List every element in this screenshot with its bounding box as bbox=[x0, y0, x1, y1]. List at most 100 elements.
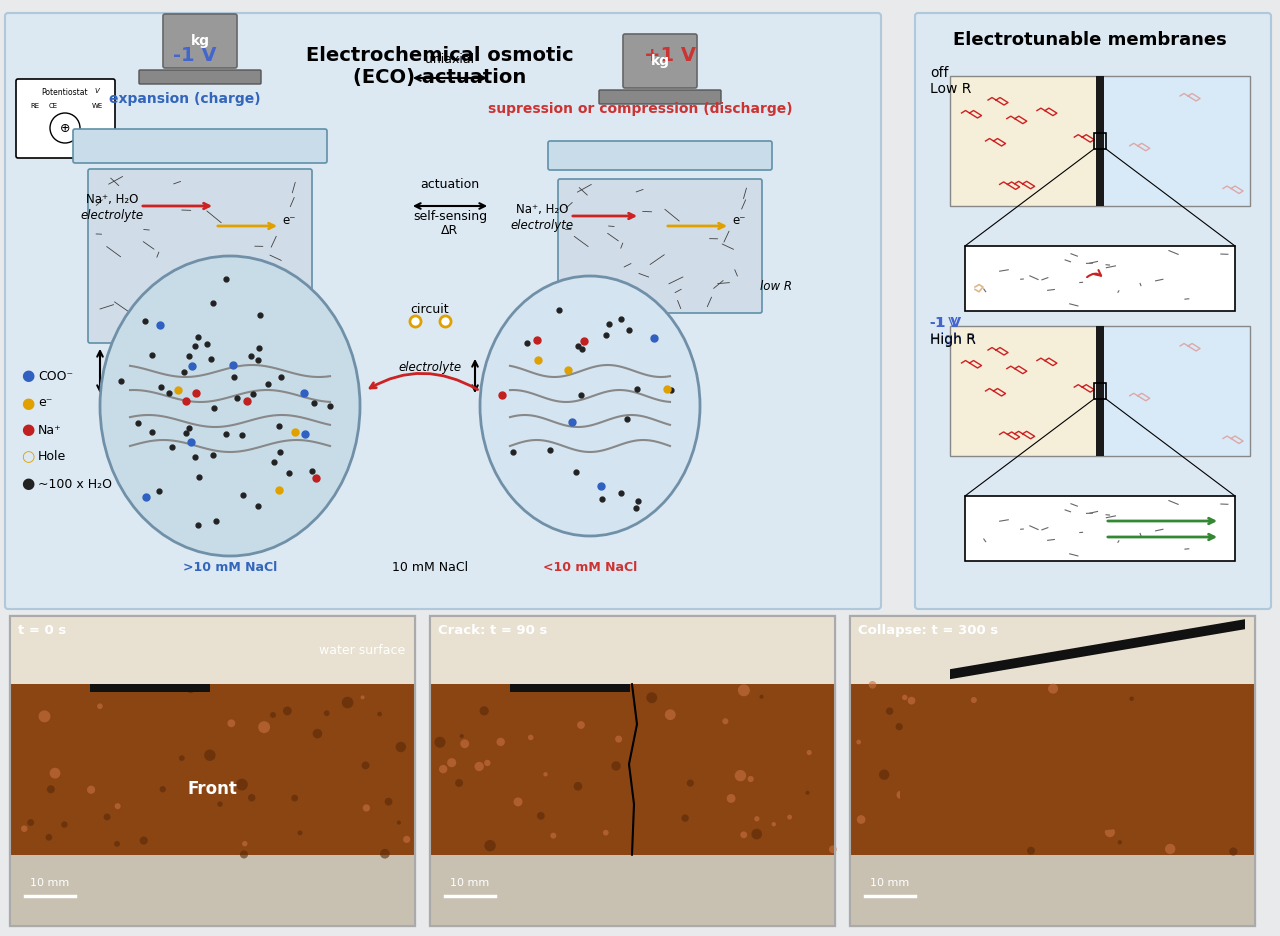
Circle shape bbox=[87, 785, 95, 794]
Text: WE: WE bbox=[91, 103, 102, 109]
Circle shape bbox=[616, 736, 622, 742]
Text: ●: ● bbox=[22, 396, 35, 411]
Circle shape bbox=[856, 739, 861, 744]
Circle shape bbox=[686, 780, 694, 786]
Circle shape bbox=[475, 762, 484, 771]
FancyBboxPatch shape bbox=[558, 179, 762, 313]
Circle shape bbox=[920, 826, 927, 832]
Circle shape bbox=[896, 723, 902, 730]
Bar bbox=[430, 684, 835, 855]
Text: high R: high R bbox=[220, 289, 257, 302]
Circle shape bbox=[361, 762, 370, 769]
Text: Crack: t = 90 s: Crack: t = 90 s bbox=[438, 624, 548, 637]
Text: low R: low R bbox=[760, 280, 792, 292]
Circle shape bbox=[324, 710, 330, 716]
Circle shape bbox=[461, 739, 470, 748]
Circle shape bbox=[378, 711, 381, 716]
Circle shape bbox=[114, 841, 120, 847]
Circle shape bbox=[527, 735, 534, 740]
Circle shape bbox=[342, 696, 353, 709]
Circle shape bbox=[913, 763, 919, 769]
Circle shape bbox=[292, 795, 298, 801]
Circle shape bbox=[1105, 827, 1115, 837]
Circle shape bbox=[239, 851, 248, 858]
Circle shape bbox=[447, 758, 456, 768]
Text: uniaxial: uniaxial bbox=[425, 53, 475, 66]
Circle shape bbox=[140, 837, 148, 844]
Bar bbox=[850, 616, 1254, 926]
Text: e⁻: e⁻ bbox=[282, 213, 296, 227]
Circle shape bbox=[681, 814, 689, 822]
Circle shape bbox=[484, 760, 490, 766]
Circle shape bbox=[1044, 799, 1052, 809]
Bar bbox=[430, 616, 835, 926]
Circle shape bbox=[439, 765, 448, 773]
Circle shape bbox=[737, 684, 750, 696]
Text: electrolyte: electrolyte bbox=[79, 210, 143, 223]
Text: off
Low R: off Low R bbox=[931, 66, 972, 96]
Circle shape bbox=[805, 791, 810, 795]
Circle shape bbox=[993, 763, 1004, 773]
Circle shape bbox=[806, 750, 812, 755]
Ellipse shape bbox=[100, 256, 360, 556]
Circle shape bbox=[50, 768, 60, 779]
Circle shape bbox=[397, 821, 401, 825]
Circle shape bbox=[1137, 799, 1143, 806]
Circle shape bbox=[1229, 847, 1238, 856]
Circle shape bbox=[573, 782, 582, 791]
Bar bbox=[965, 246, 1100, 311]
Circle shape bbox=[179, 755, 184, 761]
Bar bbox=[950, 76, 1100, 206]
Text: kg: kg bbox=[650, 54, 669, 68]
Circle shape bbox=[248, 794, 256, 801]
FancyBboxPatch shape bbox=[163, 14, 237, 68]
Bar bbox=[850, 855, 1254, 926]
Circle shape bbox=[385, 797, 393, 806]
Circle shape bbox=[722, 718, 728, 724]
Bar bbox=[950, 326, 1100, 456]
Circle shape bbox=[1048, 683, 1059, 694]
Text: e⁻: e⁻ bbox=[732, 213, 745, 227]
Circle shape bbox=[484, 840, 495, 852]
Bar bbox=[1094, 383, 1106, 399]
Circle shape bbox=[47, 785, 55, 794]
Text: RE: RE bbox=[31, 103, 40, 109]
Text: actuation: actuation bbox=[420, 178, 480, 191]
Text: 10 mm: 10 mm bbox=[31, 878, 69, 888]
Bar bbox=[965, 496, 1235, 561]
Bar bbox=[850, 616, 1254, 684]
Circle shape bbox=[543, 772, 548, 777]
Text: CE: CE bbox=[49, 103, 58, 109]
Circle shape bbox=[1027, 847, 1036, 855]
Circle shape bbox=[727, 794, 736, 803]
Circle shape bbox=[751, 828, 762, 840]
Text: <10 mM NaCl: <10 mM NaCl bbox=[543, 561, 637, 574]
Text: circuit: circuit bbox=[411, 303, 449, 316]
Circle shape bbox=[536, 812, 545, 820]
Bar bbox=[90, 684, 210, 693]
Text: electrolyte: electrolyte bbox=[398, 361, 462, 374]
Text: 10 mm: 10 mm bbox=[870, 878, 910, 888]
Circle shape bbox=[787, 814, 792, 820]
Circle shape bbox=[1010, 763, 1014, 767]
Circle shape bbox=[607, 685, 614, 692]
Circle shape bbox=[603, 830, 609, 836]
Circle shape bbox=[550, 833, 557, 839]
Text: ●: ● bbox=[22, 422, 35, 437]
Text: 10 mm: 10 mm bbox=[451, 878, 490, 888]
Text: ●: ● bbox=[22, 369, 35, 384]
Circle shape bbox=[886, 708, 893, 715]
Circle shape bbox=[61, 821, 68, 827]
Bar bbox=[10, 616, 415, 684]
Circle shape bbox=[204, 750, 215, 761]
Circle shape bbox=[646, 693, 657, 703]
Text: High R: High R bbox=[931, 333, 975, 347]
Circle shape bbox=[970, 697, 977, 703]
Circle shape bbox=[297, 830, 302, 835]
Bar bbox=[509, 684, 630, 693]
Circle shape bbox=[1157, 794, 1165, 801]
Text: water surface: water surface bbox=[319, 644, 404, 656]
Circle shape bbox=[456, 779, 463, 787]
Circle shape bbox=[236, 779, 248, 791]
Circle shape bbox=[612, 761, 621, 770]
